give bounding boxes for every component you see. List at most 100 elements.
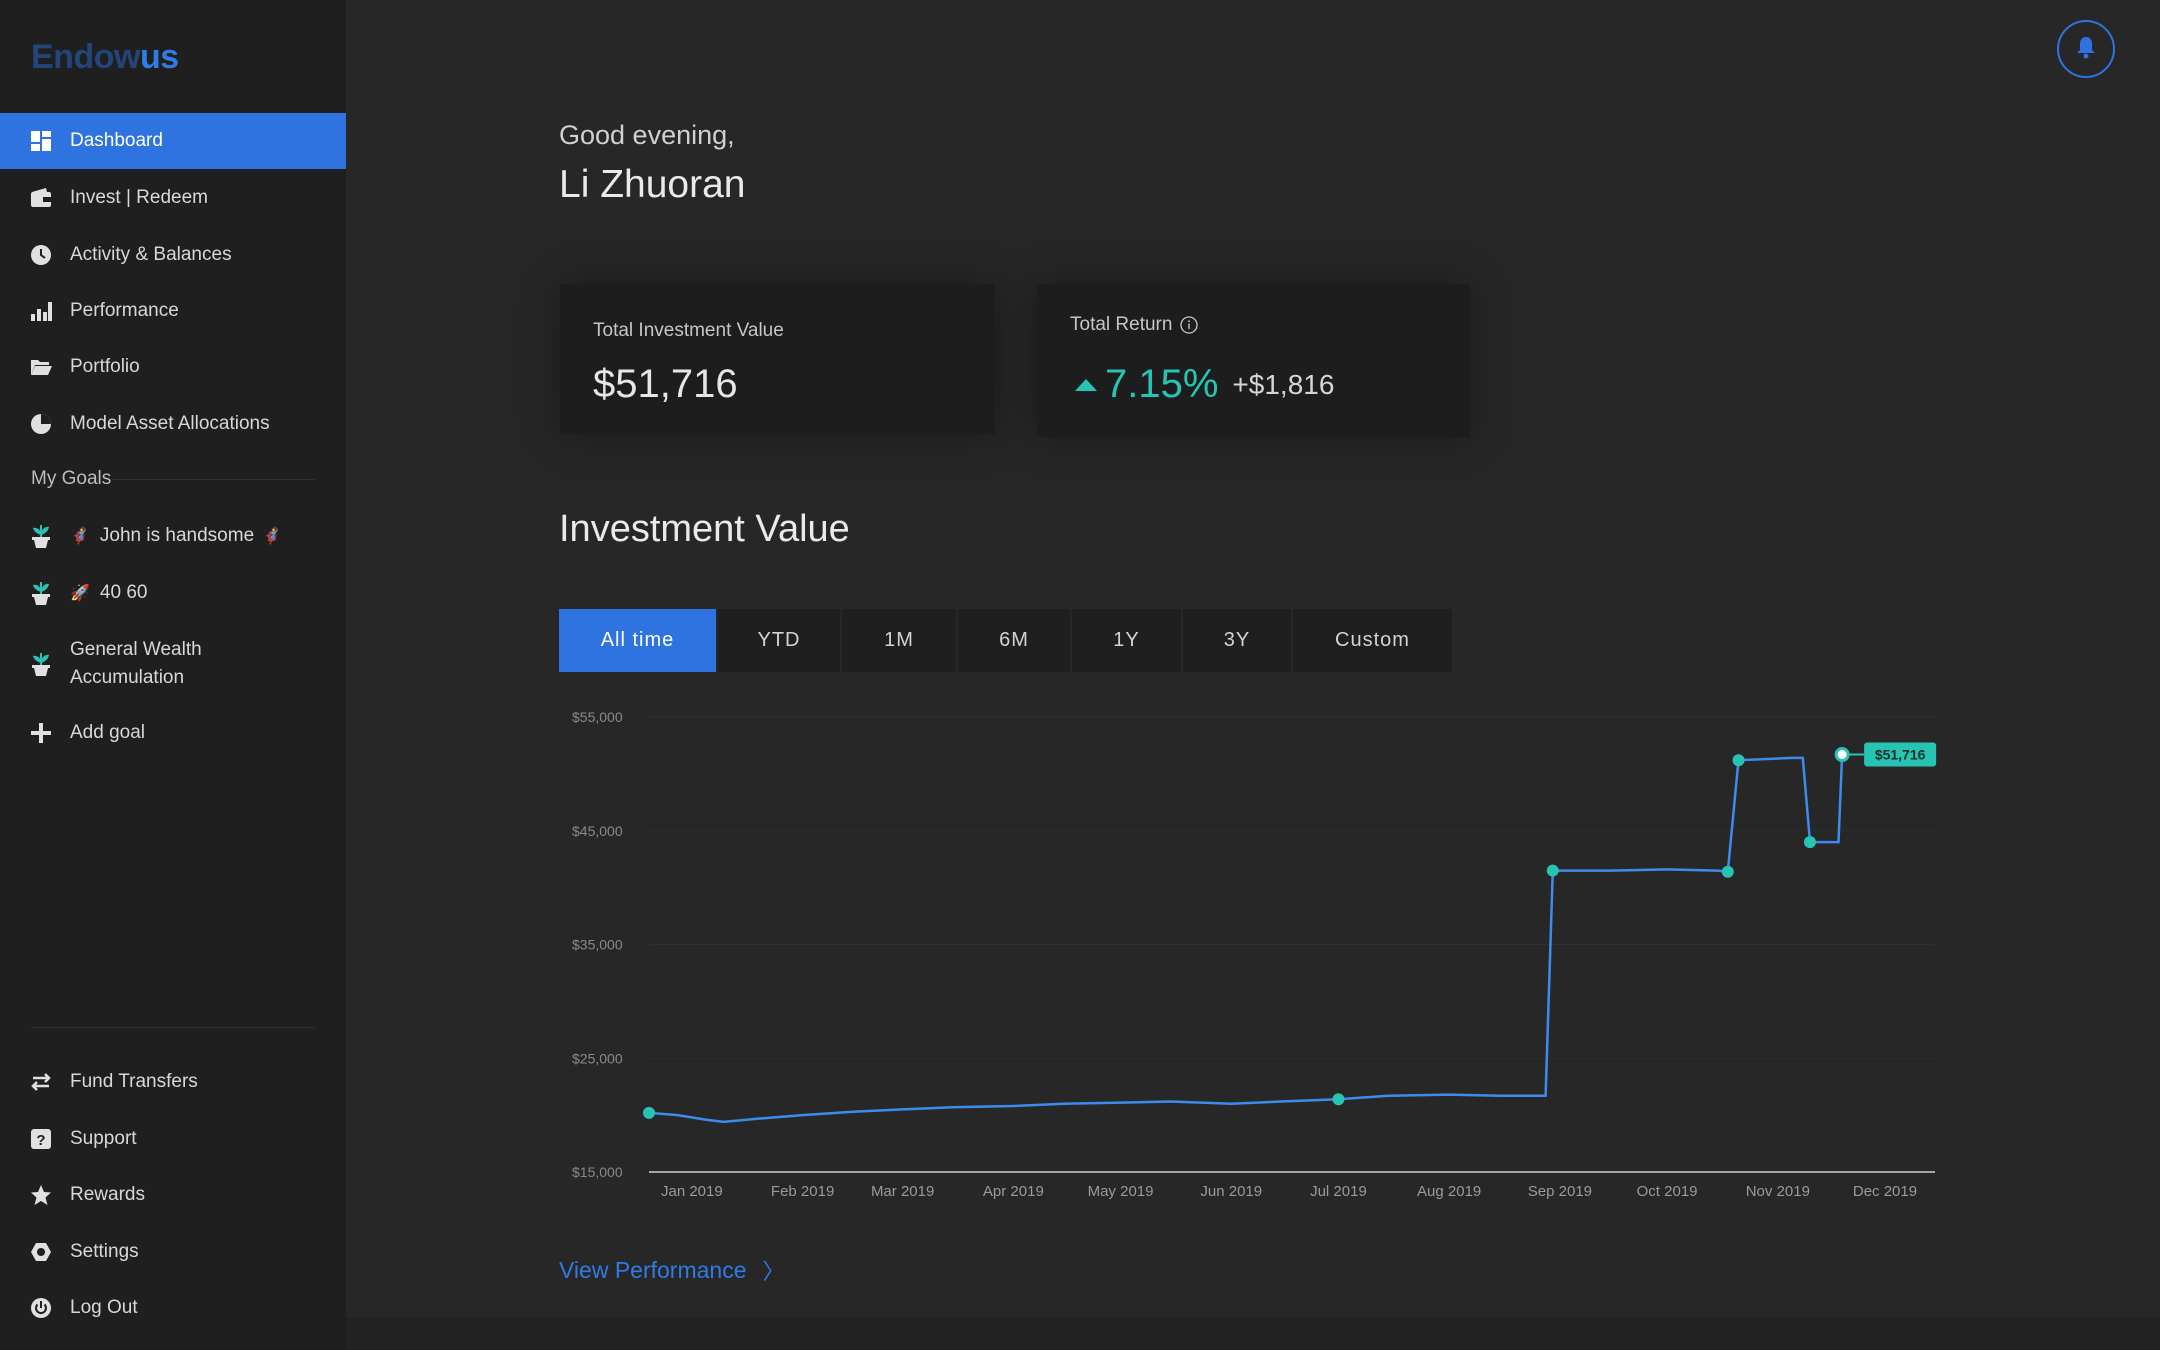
greeting-text: Good evening, [559, 120, 735, 150]
data-point-marker [1721, 865, 1734, 878]
divider [112, 479, 315, 480]
tab-6m[interactable]: 6M [958, 609, 1072, 672]
sidebar-item-model-allocations[interactable]: Model Asset Allocations [0, 396, 346, 452]
tab-all-time[interactable]: All time [559, 609, 718, 672]
y-tick-label: $25,000 [572, 1050, 623, 1066]
return-amount: +$1,816 [1232, 368, 1335, 400]
folder-icon [30, 356, 52, 378]
x-tick-label: Nov 2019 [1746, 1183, 1810, 1200]
sidebar-item-label: Add goal [70, 722, 146, 743]
goal-label: 40 60 [99, 582, 148, 603]
total-investment-value: $51,716 [593, 362, 738, 406]
sidebar-item-label: Model Asset Allocations [70, 413, 270, 434]
sidebar-item-label: Fund Transfers [70, 1071, 198, 1092]
x-tick-label: Dec 2019 [1853, 1183, 1917, 1200]
footer-bar [346, 1318, 2160, 1350]
series-line [648, 754, 1844, 1124]
tab-1m[interactable]: 1M [842, 609, 958, 672]
goal-item-40-60[interactable]: 🚀 40 60 [0, 565, 346, 621]
sidebar-item-dashboard[interactable]: Dashboard [0, 113, 346, 169]
x-tick-label: Jun 2019 [1200, 1183, 1262, 1200]
end-value-badge [1864, 742, 1937, 767]
sidebar-item-label: Rewards [70, 1184, 145, 1205]
plant-pot-icon [30, 523, 52, 549]
sidebar-item-portfolio[interactable]: Portfolio [0, 339, 346, 395]
x-tick-label: Oct 2019 [1637, 1183, 1698, 1200]
divider [31, 1027, 315, 1028]
investment-chart-svg: $55,000 $45,000 $35,000 $25,000 $15,000 Jan 2… [572, 709, 1937, 1200]
sidebar-item-label: Settings [70, 1241, 139, 1262]
view-performance-link[interactable]: View Performance 〉 [559, 1254, 785, 1286]
sidebar-item-performance[interactable]: Performance [0, 283, 346, 339]
tab-ytd[interactable]: YTD [718, 609, 842, 672]
sidebar-item-label: Dashboard [70, 130, 163, 151]
data-point-marker [1834, 747, 1850, 763]
y-tick-label: $15,000 [572, 1164, 623, 1180]
card-title-row: Total Return [1070, 314, 1199, 336]
my-goals-heading: My Goals [31, 468, 112, 489]
card-title: Total Investment Value [593, 320, 784, 341]
data-point-marker [1732, 754, 1745, 767]
transfer-arrows-icon [30, 1071, 52, 1093]
sidebar-item-activity[interactable]: Activity & Balances [0, 227, 346, 283]
data-point-marker [1332, 1093, 1345, 1106]
y-tick-label: $35,000 [572, 937, 623, 953]
goal-label-line1: General Wealth [70, 639, 202, 660]
investment-value-heading: Investment Value [559, 508, 850, 550]
goal-item-john[interactable]: 🦸 John is handsome 🦸 [0, 508, 346, 564]
data-point-marker [1546, 864, 1559, 877]
tab-3y[interactable]: 3Y [1183, 609, 1293, 672]
y-tick-label: $55,000 [572, 709, 623, 725]
tab-1y[interactable]: 1Y [1072, 609, 1183, 672]
endowus-logo[interactable]: Endowus [31, 38, 179, 77]
x-tick-label: Jul 2019 [1310, 1183, 1367, 1200]
x-tick-label: May 2019 [1088, 1183, 1154, 1200]
goal-emoji-after: 🦸 [262, 528, 283, 545]
pie-chart-icon [30, 413, 52, 435]
star-icon [30, 1184, 52, 1206]
sidebar-item-label: Invest | Redeem [70, 187, 209, 208]
return-percent: 7.15% [1105, 362, 1219, 406]
add-goal-button[interactable]: Add goal [0, 705, 346, 761]
tab-custom[interactable]: Custom [1293, 609, 1452, 672]
goal-label-line2: Accumulation [70, 667, 185, 688]
sidebar-item-label: Activity & Balances [70, 244, 232, 265]
sidebar-item-rewards[interactable]: Rewards [0, 1167, 346, 1223]
goal-item-general-wealth[interactable]: General Wealth Accumulation [0, 633, 346, 695]
dashboard-icon [30, 130, 52, 152]
sidebar-item-invest[interactable]: Invest | Redeem [0, 170, 346, 226]
bell-icon [2075, 35, 2097, 64]
x-tick-label: Feb 2019 [771, 1183, 834, 1200]
power-icon [30, 1297, 52, 1319]
notifications-button[interactable] [2057, 20, 2115, 78]
end-value-label: $51,716 [1875, 747, 1926, 763]
total-return-card: Total Return 7.15% +$1,816 [1037, 284, 1470, 437]
clock-icon [30, 244, 52, 266]
sidebar: Endowus Dashboard Invest | Redeem Activi… [0, 0, 346, 1350]
goal-emoji: 🦸 [70, 528, 90, 545]
svg-text:?: ? [36, 1132, 45, 1149]
view-performance-label: View Performance [559, 1256, 747, 1283]
info-icon[interactable] [1180, 316, 1199, 334]
data-point-marker [643, 1106, 655, 1119]
sidebar-item-fund-transfers[interactable]: Fund Transfers [0, 1054, 346, 1110]
sidebar-item-logout[interactable]: Log Out [0, 1280, 346, 1336]
chevron-right-icon: 〉 [762, 1259, 785, 1284]
x-tick-label: Aug 2019 [1417, 1183, 1481, 1200]
sidebar-item-settings[interactable]: Settings [0, 1224, 346, 1280]
plant-pot-icon [30, 580, 52, 606]
sidebar-item-label: Portfolio [70, 356, 140, 377]
return-row: 7.15% +$1,816 [1075, 362, 1334, 407]
total-investment-card: Total Investment Value $51,716 [560, 284, 994, 434]
goal-label: John is handsome [99, 525, 255, 546]
sidebar-item-label: Performance [70, 300, 179, 321]
wallet-icon [30, 187, 52, 209]
logo-part2: us [139, 38, 179, 76]
sidebar-item-support[interactable]: ? Support [0, 1111, 346, 1167]
investment-chart: $55,000 $45,000 $35,000 $25,000 $15,000 Jan 2… [559, 700, 1959, 1210]
user-name: Li Zhuoran [559, 163, 746, 206]
x-tick-label: Apr 2019 [983, 1183, 1044, 1200]
x-tick-label: Mar 2019 [871, 1183, 934, 1200]
sidebar-item-label: Log Out [70, 1297, 138, 1318]
x-tick-label: Sep 2019 [1528, 1183, 1592, 1200]
